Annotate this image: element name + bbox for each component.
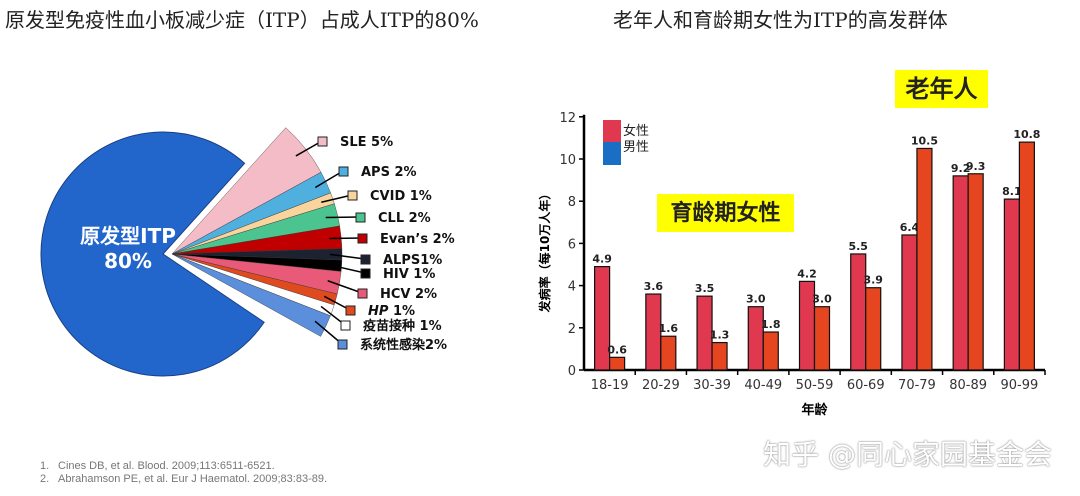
pie-slice — [171, 253, 331, 337]
pie-slice-label: 疫苗接种 1% — [363, 318, 442, 334]
x-tick-label: 40-49 — [744, 378, 782, 393]
pie-legend-marker — [345, 305, 356, 316]
bar-data-label: 1.6 — [659, 322, 679, 335]
x-tick-label: 80-89 — [949, 378, 987, 393]
y-tick-label: 0 — [568, 364, 576, 379]
y-tick-label: 4 — [568, 280, 576, 295]
legend-label-female: 女性 — [623, 123, 649, 139]
pie-slice-label: 系统性感染2% — [360, 337, 447, 353]
left-title: 原发型免疫性血小板减少症（ITP）占成人ITP的80% — [5, 8, 479, 32]
bar-data-label: 8.1 — [1002, 185, 1022, 198]
bar-male — [967, 173, 984, 371]
pie-slice-label: CVID 1% — [370, 189, 432, 204]
y-tick-label: 2 — [568, 322, 576, 337]
right-title: 老年人和育龄期女性为ITP的高发群体 — [613, 8, 948, 32]
pie-legend-marker — [317, 136, 328, 147]
bar-female — [1003, 198, 1020, 371]
pie-legend-marker — [357, 233, 368, 244]
pie-legend-marker — [338, 166, 349, 177]
pie-legend-marker — [355, 212, 366, 223]
pie-leader-line — [329, 253, 366, 260]
pie-leader-line — [329, 264, 366, 274]
pie-main-label: 原发型ITP — [80, 224, 176, 248]
pie-slice-label: HCV 2% — [380, 287, 437, 302]
bar-male — [865, 287, 882, 371]
x-tick-label: 18-19 — [591, 378, 629, 393]
pie-legend-marker — [360, 254, 371, 265]
bar-data-label: 1.8 — [761, 318, 781, 331]
bar-female — [645, 293, 662, 371]
x-tick-label: 60-69 — [847, 378, 885, 393]
pie-slice-label: APS 2% — [361, 165, 417, 180]
bar-data-label: 3.5 — [695, 282, 715, 295]
x-axis-label: 年龄 — [801, 402, 828, 418]
watermark: 知乎 @同心家园基金会 — [763, 438, 1052, 471]
pie-legend-marker — [347, 190, 358, 201]
pie-legend-marker — [340, 320, 351, 331]
bar-data-label: 9.3 — [966, 160, 986, 173]
pie-slice-label: CLL 2% — [378, 211, 431, 226]
bar-data-label: 4.9 — [592, 253, 612, 266]
bar-data-label: 9.2 — [951, 162, 971, 175]
pie-leader-line — [327, 280, 363, 294]
pie-slice-label: ALPS1% — [383, 253, 442, 268]
pie-legend-marker — [357, 288, 368, 299]
reference-2: 2. Abrahamson PE, et al. Eur J Haematol. … — [40, 473, 328, 485]
pie-slice-label: HP 1% — [368, 304, 415, 319]
bar-data-label: 3.0 — [746, 293, 766, 306]
bar-male — [916, 147, 933, 371]
bar-data-label: 3.0 — [812, 293, 832, 306]
annotation-childbearing-women: 育龄期女性 — [657, 194, 794, 232]
reference-1: 1. Cines DB, et al. Blood. 2009;113:6511-… — [40, 460, 275, 472]
bar-female — [952, 175, 969, 371]
bar-female — [850, 253, 867, 371]
bar-data-label: 10.8 — [1013, 128, 1040, 141]
bar-data-label: 10.5 — [911, 134, 938, 147]
pie-slice-main — [40, 131, 265, 377]
bar-data-label: 1.3 — [710, 329, 730, 342]
pie-legend-marker — [337, 339, 348, 350]
pie-leader-line — [321, 194, 353, 203]
x-tick-label: 70-79 — [898, 378, 936, 393]
bar-male — [813, 306, 831, 371]
bar-female — [696, 295, 713, 371]
pie-slice-label: Evan’s 2% — [380, 232, 455, 247]
y-tick-label: 8 — [568, 195, 576, 210]
x-tick-label: 90-99 — [1000, 378, 1038, 393]
bar-male — [609, 356, 626, 371]
bar-male — [711, 341, 728, 371]
bar-male — [762, 331, 779, 371]
pie-leader-line — [325, 216, 361, 219]
pie-slice-label: SLE 5% — [340, 135, 393, 150]
bar-data-label: 0.6 — [607, 343, 627, 356]
bar-data-label: 3.6 — [644, 280, 664, 293]
bar-data-label: 4.2 — [797, 267, 817, 280]
bar-male — [660, 335, 677, 371]
bar-female — [747, 306, 764, 371]
y-tick-label: 6 — [568, 237, 576, 252]
bar-data-label: 3.9 — [863, 274, 883, 287]
legend-label-male: 男性 — [623, 140, 649, 155]
pie-leader-line — [314, 170, 344, 189]
x-tick-label: 50-59 — [796, 378, 834, 393]
y-axis-label: 发病率（每10万人年） — [537, 188, 552, 314]
legend-swatch-male — [603, 142, 621, 165]
annotation-elderly: 老年人 — [895, 70, 988, 108]
pie-slice-label: HIV 1% — [383, 267, 435, 282]
pie-main-value: 80% — [104, 249, 152, 273]
bar-male — [1018, 141, 1035, 371]
x-tick-label: 30-39 — [693, 378, 731, 393]
y-tick-label: 12 — [559, 111, 576, 126]
legend-swatch-female — [603, 120, 621, 142]
bar-data-label: 6.4 — [900, 221, 920, 234]
bar-female — [594, 266, 611, 371]
bar-female — [901, 234, 918, 371]
bar-data-label: 5.5 — [848, 240, 868, 253]
pie-legend-marker — [360, 268, 371, 279]
x-tick-label: 20-29 — [642, 378, 680, 393]
references: 1. Cines DB, et al. Blood. 2009;113:6511-… — [40, 460, 327, 486]
y-tick-label: 10 — [559, 153, 576, 168]
